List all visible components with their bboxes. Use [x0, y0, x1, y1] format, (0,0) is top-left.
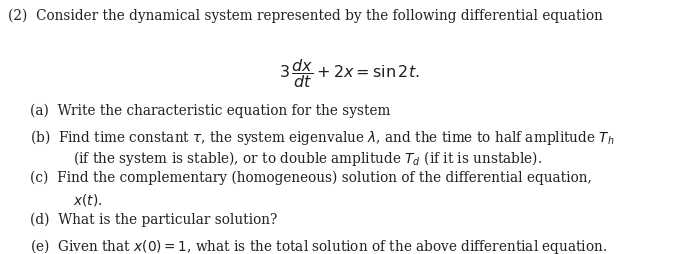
Text: (e)  Given that $x(0) = 1$, what is the total solution of the above differential: (e) Given that $x(0) = 1$, what is the t…	[30, 236, 607, 254]
Text: (2)  Consider the dynamical system represented by the following differential equ: (2) Consider the dynamical system repres…	[8, 9, 603, 23]
Text: (c)  Find the complementary (homogeneous) solution of the differential equation,: (c) Find the complementary (homogeneous)…	[30, 170, 592, 184]
Text: (d)  What is the particular solution?: (d) What is the particular solution?	[30, 211, 277, 226]
Text: $3\,\dfrac{dx}{dt} + 2x = \sin 2t.$: $3\,\dfrac{dx}{dt} + 2x = \sin 2t.$	[279, 57, 419, 90]
Text: (if the system is stable), or to double amplitude $T_d$ (if it is unstable).: (if the system is stable), or to double …	[73, 149, 542, 168]
Text: (a)  Write the characteristic equation for the system: (a) Write the characteristic equation fo…	[30, 103, 390, 117]
Text: $x(t)$.: $x(t)$.	[73, 191, 103, 207]
Text: (b)  Find time constant $\tau$, the system eigenvalue $\lambda$, and the time to: (b) Find time constant $\tau$, the syste…	[30, 128, 614, 147]
